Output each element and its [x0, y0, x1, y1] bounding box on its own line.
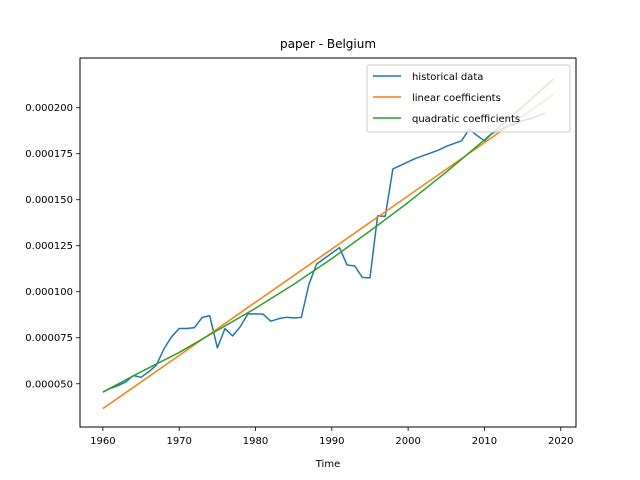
y-tick-label: 0.000100 [25, 287, 73, 298]
series-line-linear-coefficients [102, 94, 554, 410]
y-tick-label: 0.000175 [25, 149, 73, 160]
series-line-quadratic-coefficients [102, 78, 554, 393]
plot-frame [79, 57, 577, 428]
chart-title: paper - Belgium [280, 37, 376, 51]
y-tick-label: 0.000150 [25, 195, 73, 206]
legend: historical data linear coefficients quad… [366, 64, 571, 133]
x-tick-label: 2010 [472, 436, 497, 447]
legend-label-linear-coefficients: linear coefficients [412, 93, 501, 104]
x-tick-label: 1960 [90, 436, 115, 447]
y-tick-label: 0.000050 [25, 379, 73, 390]
y-tick-label: 0.000125 [25, 241, 73, 252]
x-tick-label: 1970 [166, 436, 191, 447]
y-tick-label: 0.000200 [25, 103, 73, 114]
tick-layer: 1960 1970 1980 1990 2000 2010 2020 0.000050 0.00… [25, 103, 573, 447]
x-axis-label: Time [315, 459, 340, 470]
x-tick-label: 2020 [548, 436, 573, 447]
legend-box [366, 64, 571, 133]
legend-label-historical-data: historical data [412, 72, 483, 83]
y-tick-label: 0.000075 [25, 333, 73, 344]
x-tick-label: 2000 [395, 436, 420, 447]
x-tick-label: 1980 [243, 436, 268, 447]
legend-label-quadratic-coefficients: quadratic coefficients [412, 114, 520, 125]
x-tick-label: 1990 [319, 436, 344, 447]
